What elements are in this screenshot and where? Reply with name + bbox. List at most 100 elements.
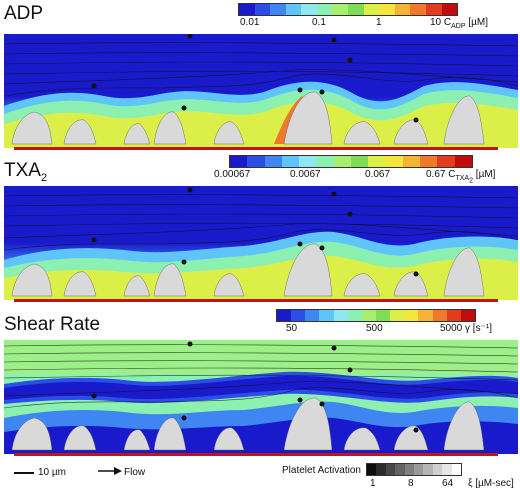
txa2-colorbar-swatch <box>437 156 455 167</box>
txa2-colorbar-swatch <box>247 156 265 167</box>
shear-tick-2: 500 <box>366 323 383 334</box>
adp-tick-3: 1 <box>376 17 382 28</box>
adp-colorbar-swatch <box>301 4 317 15</box>
panel-title-txa2: TXA2 <box>4 161 47 184</box>
flow-arrow-icon <box>98 467 122 475</box>
adp-colorbar-swatch <box>425 4 442 15</box>
shear-colorbar <box>276 309 476 322</box>
shear-colorbar-swatch <box>277 310 292 321</box>
adp-tick-4: 10 <box>430 17 442 28</box>
activation-colorbar-swatch <box>385 464 396 475</box>
adp-colorbar-swatch <box>410 4 426 15</box>
adp-vessel-wall <box>14 147 498 150</box>
activation-tick-3: 64 <box>442 478 454 489</box>
adp-tick-2: 0.1 <box>312 17 326 28</box>
txa2-unit-sub2: 2 <box>469 177 474 185</box>
shear-colorbar-swatch <box>418 310 433 321</box>
shear-tick-1: 50 <box>286 323 298 334</box>
adp-colorbar <box>238 3 458 16</box>
shear-colorbar-swatch <box>291 310 306 321</box>
shear-colorbar-swatch <box>446 310 461 321</box>
shear-platelet-clusters <box>11 397 485 451</box>
txa2-colorbar-swatch <box>316 156 334 167</box>
shear-unit-label: γ [s⁻¹] <box>465 323 492 334</box>
shear-colorbar-swatch <box>432 310 447 321</box>
shear-tracer-particles <box>91 341 419 433</box>
activation-colorbar-swatch <box>367 464 377 475</box>
adp-colorbar-swatch <box>379 4 395 15</box>
shear-colorbar-swatch <box>319 310 334 321</box>
txa2-streamlines <box>4 194 518 251</box>
adp-colorbar-swatch <box>285 4 302 15</box>
scale-bar-label: 10 µm <box>38 467 66 478</box>
shear-colorbar-swatch <box>333 310 348 321</box>
adp-colorbar-swatch <box>239 4 255 15</box>
txa2-unit-sub: TXA <box>455 175 470 182</box>
txa2-colorbar-swatch <box>230 156 248 167</box>
shear-colorbar-swatch <box>390 310 405 321</box>
txa2-colorbar-swatch <box>454 156 472 167</box>
adp-tracer-particles <box>91 34 419 123</box>
txa2-colorbar-swatch <box>368 156 386 167</box>
txa2-colorbar-swatch <box>333 156 351 167</box>
adp-unit: 10 CADP [µM] <box>430 17 488 31</box>
txa2-title-sub: 2 <box>40 171 48 184</box>
shear-streamlines <box>4 344 518 409</box>
adp-colorbar-swatch <box>441 4 458 15</box>
txa2-tracer-particles <box>91 187 419 277</box>
activation-colorbar-swatch <box>414 464 424 475</box>
adp-platelet-clusters <box>11 91 485 145</box>
activation-unit: ξ [µM-sec] <box>468 478 514 489</box>
txa2-platelet-clusters <box>11 243 485 297</box>
adp-tick-1: 0.01 <box>240 17 260 28</box>
adp-unit-sub: ADP <box>451 23 466 30</box>
shear-core-band <box>4 375 518 400</box>
adp-colorbar-swatch <box>394 4 411 15</box>
platelet-activation-colorbar <box>366 463 462 476</box>
adp-colorbar-swatch <box>254 4 271 15</box>
activation-colorbar-swatch <box>423 464 433 475</box>
shear-colorbar-swatch <box>305 310 320 321</box>
adp-colorbar-swatch <box>363 4 380 15</box>
txa2-colorbar-swatch <box>385 156 403 167</box>
shear-vessel-wall <box>14 453 498 456</box>
txa2-field <box>4 186 518 300</box>
shear-colorbar-swatch <box>361 310 376 321</box>
adp-field <box>4 34 518 148</box>
txa2-unit: 0.67 CTXA2 [µM] <box>426 169 496 185</box>
activation-colorbar-swatch <box>432 464 443 475</box>
activation-tick-2: 8 <box>408 478 414 489</box>
scale-bar <box>14 472 34 474</box>
panel-title-adp: ADP <box>4 3 44 24</box>
txa2-vessel-wall <box>14 299 498 302</box>
shear-tick-3: 5000 <box>440 323 463 334</box>
activation-colorbar-swatch <box>451 464 462 475</box>
activation-tick-1: 1 <box>370 478 376 489</box>
panel-title-shear: Shear Rate <box>4 314 101 335</box>
txa2-colorbar-swatch <box>402 156 421 167</box>
shear-colorbar-swatch <box>375 310 391 321</box>
adp-unit-tail: [µM] <box>468 17 488 28</box>
adp-streamlines <box>4 42 518 97</box>
activation-colorbar-swatch <box>442 464 452 475</box>
activation-colorbar-swatch <box>376 464 386 475</box>
txa2-tick-1: 0.00067 <box>214 169 251 180</box>
platelet-activation-label: Platelet Activation <box>282 465 361 476</box>
activation-colorbar-swatch <box>395 464 405 475</box>
txa2-colorbar-swatch <box>281 156 300 167</box>
txa2-tick-2: 0.0067 <box>290 169 321 180</box>
txa2-colorbar-swatch <box>264 156 282 167</box>
txa2-tick-4: 0.67 <box>426 169 446 180</box>
shear-field <box>4 340 518 454</box>
adp-colorbar-swatch <box>316 4 333 15</box>
shear-colorbar-swatch <box>460 310 475 321</box>
txa2-colorbar-swatch <box>420 156 438 167</box>
txa2-colorbar-swatch <box>350 156 369 167</box>
adp-colorbar-swatch <box>270 4 286 15</box>
txa2-unit-tail: [µM] <box>475 169 496 180</box>
txa2-colorbar-swatch <box>299 156 317 167</box>
adp-unit-symbol: C <box>443 17 452 28</box>
txa2-title-main: TXA <box>4 160 41 181</box>
flow-label: Flow <box>124 467 146 478</box>
shear-unit: 5000 γ [s⁻¹] <box>440 324 492 334</box>
